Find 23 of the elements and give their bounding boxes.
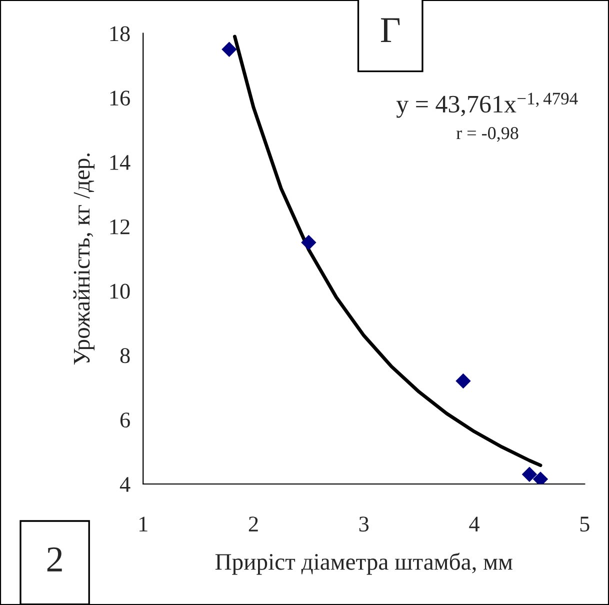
point [222, 42, 237, 57]
x-tick-label: 2 [248, 516, 258, 532]
y-tick-label: 8 [120, 348, 130, 364]
x-tick-label: 1 [140, 516, 148, 532]
text: 2 [47, 547, 62, 572]
point [456, 373, 471, 389]
y-tick-label: 4 [120, 477, 130, 492]
point [301, 234, 316, 250]
y-tick-label: 14 [110, 155, 130, 170]
annotation: r = -0,98 [456, 127, 518, 142]
y-tick-label: 12 [110, 219, 130, 234]
annotation: Г [380, 18, 400, 42]
x-tick-label: 3 [359, 516, 369, 532]
y-axis-title: Урожайність, кг /дер. [73, 153, 95, 365]
y-tick-label: 16 [110, 90, 130, 106]
y-tick-label: 18 [110, 26, 130, 42]
x-tick-label: 5 [580, 516, 590, 532]
x-tick-label: 4 [469, 516, 480, 532]
annotation: y = 43,761x$^{−1,4794}$ [396, 92, 578, 118]
point [522, 466, 538, 482]
y-tick-label: 6 [120, 412, 130, 428]
x-axis-title: Приріст діаметра штамба, мм [215, 552, 512, 575]
y-tick-label: 10 [110, 284, 130, 299]
